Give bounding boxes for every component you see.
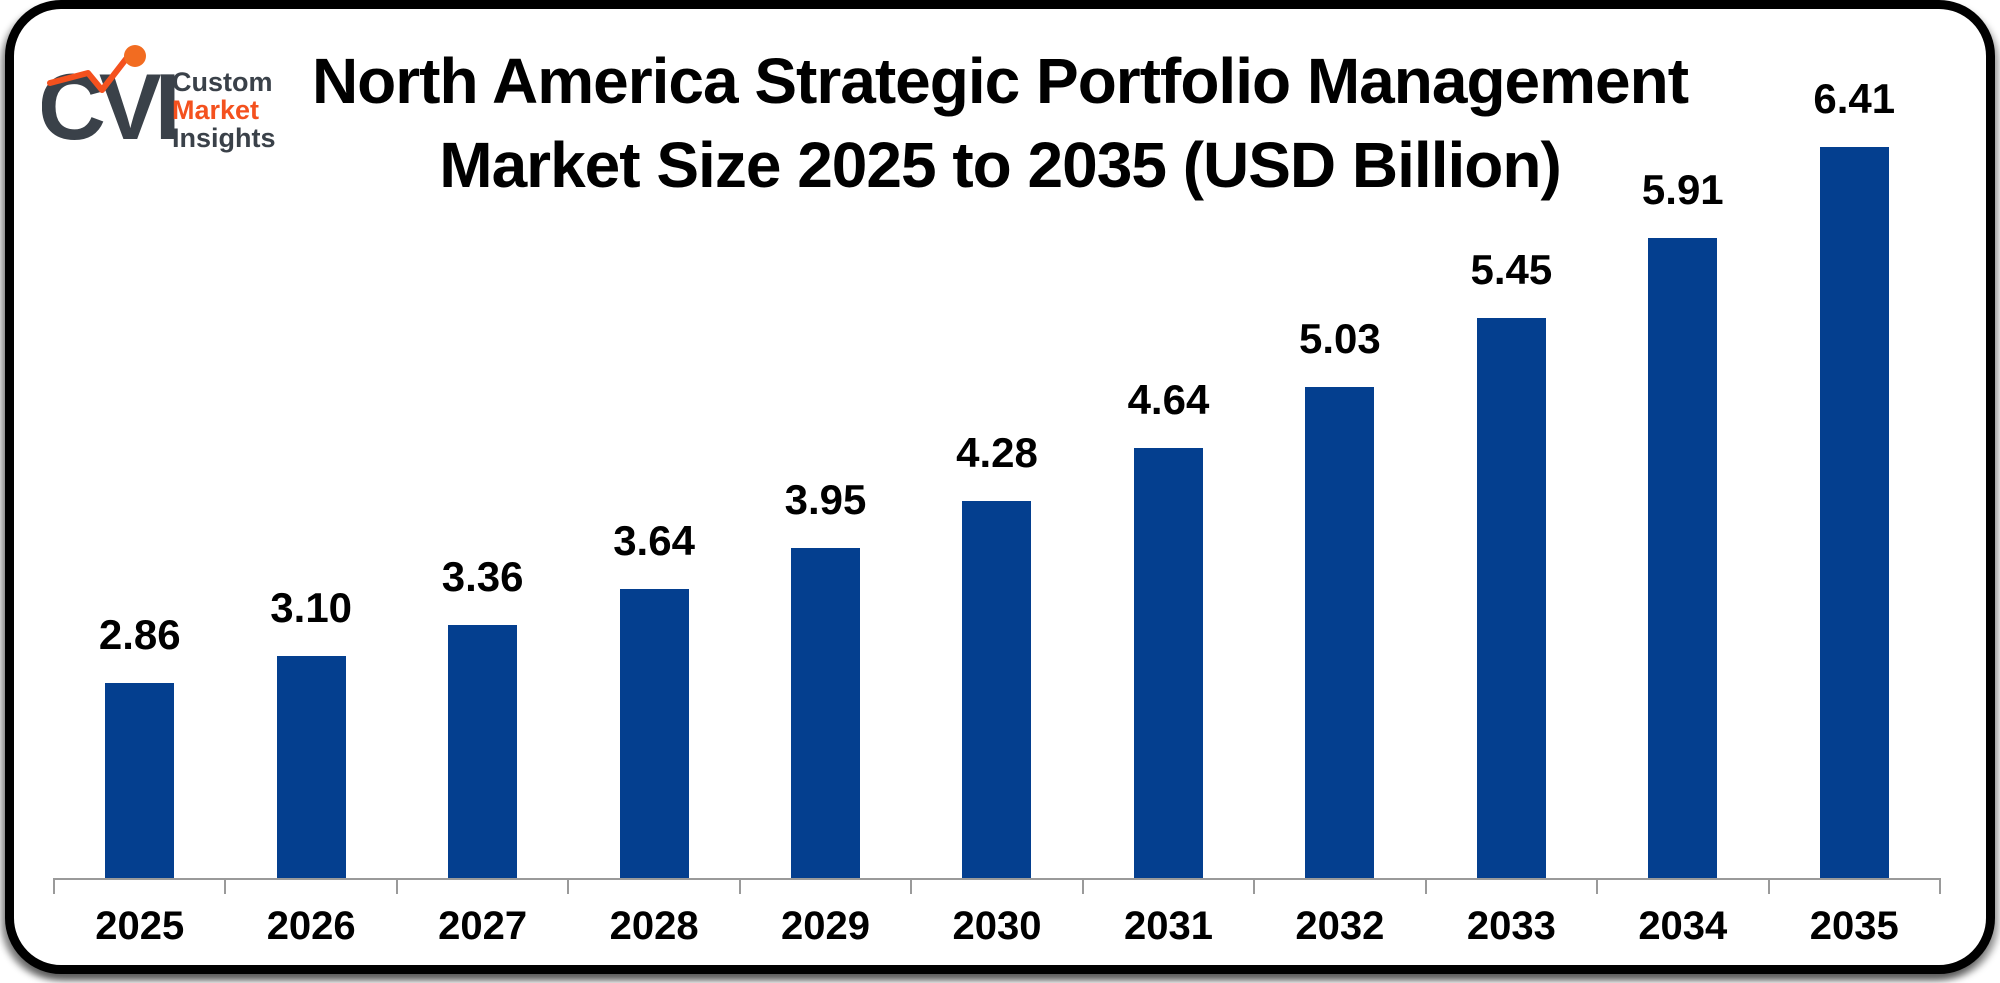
bar-value-label: 5.03 <box>1299 315 1381 362</box>
bar-chart-plot: 2025 2026 2027 2028 2029 2030 2031 2032 2033 2034… <box>53 18 1941 948</box>
bar-value-label: 5.91 <box>1641 166 1724 213</box>
x-axis-label-2029: 2029 <box>781 904 871 948</box>
bar-value-label: 6.41 <box>1813 75 1896 122</box>
chart-title: North America Strategic Portfolio Manage… <box>14 39 1986 207</box>
bar-column-2027: 3.36 <box>397 18 568 878</box>
x-axis-tick <box>1253 878 1256 894</box>
logo-text-custom: Custom <box>172 67 273 97</box>
bar-value-label: 4.64 <box>1127 376 1210 423</box>
bar-column-2032: 5.03 <box>1254 18 1425 878</box>
cmi-logo: CVI Custom Market Insights <box>38 43 352 163</box>
x-axis-label-2027: 2027 <box>438 904 528 948</box>
bar-value-label: 3.95 <box>784 476 867 523</box>
bar-column-2031: 4.64 <box>1083 18 1254 878</box>
bar <box>105 683 175 878</box>
chart-frame: CVI Custom Market Insights North America… <box>5 0 1995 974</box>
bar-column-2025: 2.86 <box>54 18 225 878</box>
bar <box>1819 147 1889 878</box>
x-axis-label-2035: 2035 <box>1809 904 1899 948</box>
bar <box>791 548 861 878</box>
bar <box>619 589 689 878</box>
x-axis-label-2026: 2026 <box>266 904 356 948</box>
x-axis-label-2030: 2030 <box>952 904 1042 948</box>
bar <box>1476 318 1546 878</box>
x-axis-label-2033: 2033 <box>1466 904 1556 948</box>
x-axis-tick <box>1081 878 1084 894</box>
bar-value-label: 3.36 <box>441 553 524 600</box>
x-axis-tick <box>53 878 55 894</box>
x-axis-tick <box>1767 878 1770 894</box>
x-axis-tick <box>1939 878 1941 894</box>
x-axis-line <box>54 878 1940 880</box>
cmi-monogram: CVI <box>42 54 175 159</box>
x-axis-label-2031: 2031 <box>1123 904 1213 948</box>
x-axis-label-2028: 2028 <box>609 904 699 948</box>
bar-value-label: 4.28 <box>956 429 1038 476</box>
bar-column-2030: 4.28 <box>911 18 1082 878</box>
bar-value-label: 3.64 <box>613 517 695 564</box>
bar-column-2034: 5.91 <box>1597 18 1768 878</box>
x-axis-tick <box>567 878 570 894</box>
bar <box>962 501 1032 878</box>
bar <box>276 656 346 878</box>
bar <box>1305 387 1375 878</box>
chart-title-line-1: North America Strategic Portfolio Manage… <box>311 45 1689 117</box>
x-axis-tick <box>1596 878 1599 894</box>
bar-column-2033: 5.45 <box>1426 18 1597 878</box>
bar-value-label: 3.10 <box>270 584 353 631</box>
logo-text-insights: Insights <box>172 123 276 153</box>
x-axis-label-2032: 2032 <box>1295 904 1385 948</box>
x-axis-labels: 2025 2026 2027 2028 2029 2030 2031 2032 2033 2034… <box>54 904 1940 954</box>
x-axis-tick <box>1424 878 1427 894</box>
bar <box>1133 448 1203 878</box>
chart-title-line-2: Market Size 2025 to 2035 (USD Billion) <box>439 129 1562 201</box>
bar-value-label: 2.86 <box>98 611 181 658</box>
bar <box>1648 238 1718 878</box>
x-axis-tick <box>910 878 913 894</box>
logo-dot-icon <box>124 45 146 67</box>
logo-trendline-icon <box>47 56 129 93</box>
bar <box>448 625 518 878</box>
x-axis-tick <box>224 878 227 894</box>
bar-value-label: 5.45 <box>1470 246 1553 293</box>
x-axis-label-2034: 2034 <box>1638 904 1728 948</box>
bar-column-2029: 3.95 <box>740 18 911 878</box>
logo-text-market: Market <box>172 95 259 125</box>
x-axis-label-2025: 2025 <box>95 904 185 948</box>
bar-column-2028: 3.64 <box>568 18 739 878</box>
cmi-logo-graphic: CVI Custom Market Insights <box>38 45 276 159</box>
bar-column-2035: 6.41 <box>1769 18 1940 878</box>
bar-column-2026: 3.10 <box>225 18 396 878</box>
x-axis-tick <box>395 878 398 894</box>
x-axis-tick <box>738 878 741 894</box>
